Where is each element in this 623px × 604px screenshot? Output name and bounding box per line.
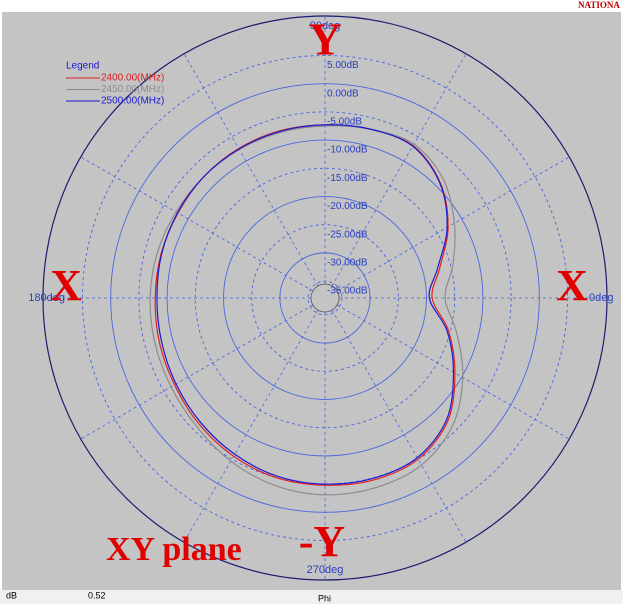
annotation: X (556, 261, 588, 310)
grid-ring (194, 167, 456, 429)
spoke (80, 156, 314, 292)
spoke (336, 156, 570, 292)
angle-tick-label: 0deg (589, 292, 613, 304)
angle-tick-label: 270deg (307, 564, 344, 576)
status-unit: dB (6, 590, 17, 600)
grid-ring (166, 139, 484, 457)
r-tick-label: -5.00dB (327, 117, 362, 128)
brand: NATIONA (578, 0, 620, 10)
grid-ring (251, 224, 399, 372)
annotation: X (50, 261, 82, 310)
legend-label: 2500.00(MHz) (101, 96, 164, 107)
r-tick-label: -15.00dB (327, 173, 368, 184)
spoke (183, 309, 319, 543)
r-tick-label: 5.00dB (327, 60, 359, 71)
outer-ring (42, 15, 608, 581)
angle-tick-label: 180deg (28, 292, 65, 304)
r-tick-label: -35.00dB (327, 286, 368, 297)
series-line (156, 124, 455, 485)
annotation: XY plane (106, 531, 242, 568)
spoke (80, 304, 314, 440)
legend-label: 2400.00(MHz) (101, 73, 164, 84)
grid-ring (307, 280, 343, 316)
legend-label: 2450.00(MHz) (101, 84, 164, 95)
grid-ring (223, 196, 427, 400)
r-tick-label: -25.00dB (327, 229, 368, 240)
center-hole (310, 283, 340, 313)
r-tick-label: -30.00dB (327, 258, 368, 269)
annotation: Y (308, 14, 341, 65)
spoke (183, 53, 319, 287)
grid-ring (138, 111, 512, 485)
legend-title: Legend (66, 61, 99, 72)
status-value: 0.52 (88, 590, 106, 600)
angle-tick-label: 90deg (310, 20, 341, 32)
grid-ring (279, 252, 371, 344)
spoke (331, 309, 467, 543)
spoke (331, 53, 467, 287)
r-tick-label: -10.00dB (327, 145, 368, 156)
grid-ring (110, 83, 540, 513)
grid-ring (82, 55, 568, 541)
annotation: -Y (299, 517, 345, 566)
status-axis: Phi (318, 593, 331, 603)
status-bar (0, 590, 623, 604)
series-line (149, 125, 464, 496)
r-tick-label: -20.00dB (327, 201, 368, 212)
r-tick-label: 0.00dB (327, 88, 359, 99)
